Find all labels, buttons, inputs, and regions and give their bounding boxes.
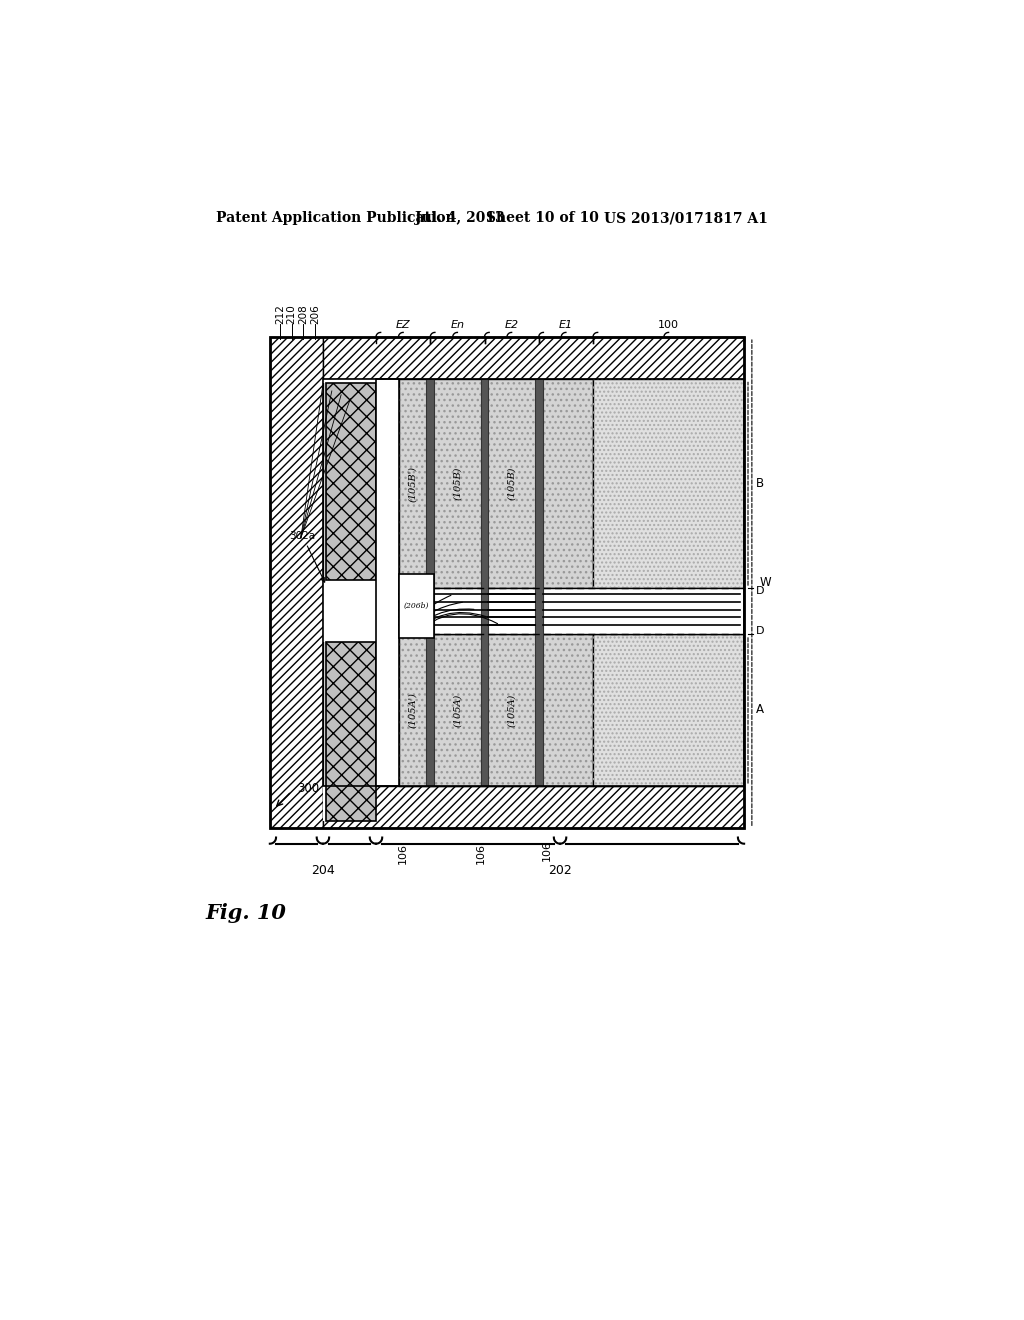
Bar bbox=[399, 379, 593, 589]
Bar bbox=[323, 785, 744, 829]
Text: A: A bbox=[756, 704, 764, 717]
Bar bbox=[593, 337, 744, 829]
Text: D: D bbox=[756, 626, 764, 636]
Text: 202: 202 bbox=[548, 865, 572, 878]
Text: 208: 208 bbox=[298, 304, 308, 323]
Bar bbox=[327, 642, 376, 821]
Text: (105B'): (105B') bbox=[409, 466, 418, 502]
Bar bbox=[323, 785, 376, 821]
Bar bbox=[323, 337, 744, 379]
Text: 100: 100 bbox=[658, 321, 679, 330]
Text: EZ: EZ bbox=[396, 321, 411, 330]
Text: Sheet 10 of 10: Sheet 10 of 10 bbox=[486, 211, 599, 226]
Bar bbox=[270, 337, 744, 829]
Text: (105A): (105A) bbox=[507, 693, 516, 727]
Bar bbox=[376, 379, 399, 785]
Text: 204: 204 bbox=[311, 865, 335, 878]
Text: E1: E1 bbox=[559, 321, 573, 330]
Bar bbox=[593, 337, 744, 829]
Bar bbox=[593, 635, 744, 785]
Text: (105B): (105B) bbox=[507, 467, 516, 500]
Text: D: D bbox=[756, 586, 764, 597]
Bar bbox=[399, 574, 434, 638]
Bar bbox=[426, 379, 434, 785]
Text: (206b): (206b) bbox=[403, 602, 429, 610]
Bar bbox=[327, 383, 376, 581]
Bar bbox=[593, 379, 744, 589]
Text: 300: 300 bbox=[297, 781, 319, 795]
Bar bbox=[399, 635, 593, 785]
Bar bbox=[323, 379, 744, 785]
Text: E2: E2 bbox=[505, 321, 519, 330]
Bar bbox=[270, 337, 323, 829]
Text: 106': 106' bbox=[398, 840, 409, 865]
Bar bbox=[480, 379, 488, 785]
Text: 302a: 302a bbox=[290, 531, 325, 582]
Bar bbox=[399, 589, 744, 635]
Bar bbox=[399, 379, 593, 589]
Text: Patent Application Publication: Patent Application Publication bbox=[216, 211, 456, 226]
Bar bbox=[323, 379, 744, 785]
Text: B: B bbox=[756, 477, 764, 490]
Text: 106: 106 bbox=[542, 840, 552, 861]
Text: (105A'): (105A') bbox=[409, 692, 418, 729]
Text: 210: 210 bbox=[287, 304, 297, 323]
Text: 212: 212 bbox=[274, 304, 285, 323]
Text: US 2013/0171817 A1: US 2013/0171817 A1 bbox=[604, 211, 768, 226]
Text: Jul. 4, 2013: Jul. 4, 2013 bbox=[415, 211, 505, 226]
Bar bbox=[270, 337, 744, 829]
Text: En: En bbox=[451, 321, 464, 330]
Bar bbox=[323, 379, 376, 383]
Text: W: W bbox=[760, 576, 771, 589]
Bar bbox=[535, 379, 543, 785]
Text: (105A): (105A) bbox=[453, 693, 462, 727]
Text: 106': 106' bbox=[475, 840, 485, 865]
Text: (105B): (105B) bbox=[453, 467, 462, 500]
Bar bbox=[593, 635, 744, 785]
Text: 206: 206 bbox=[310, 304, 319, 323]
Bar bbox=[399, 635, 593, 785]
Text: Fig. 10: Fig. 10 bbox=[206, 903, 287, 923]
Bar bbox=[323, 581, 376, 642]
Bar bbox=[593, 379, 744, 589]
